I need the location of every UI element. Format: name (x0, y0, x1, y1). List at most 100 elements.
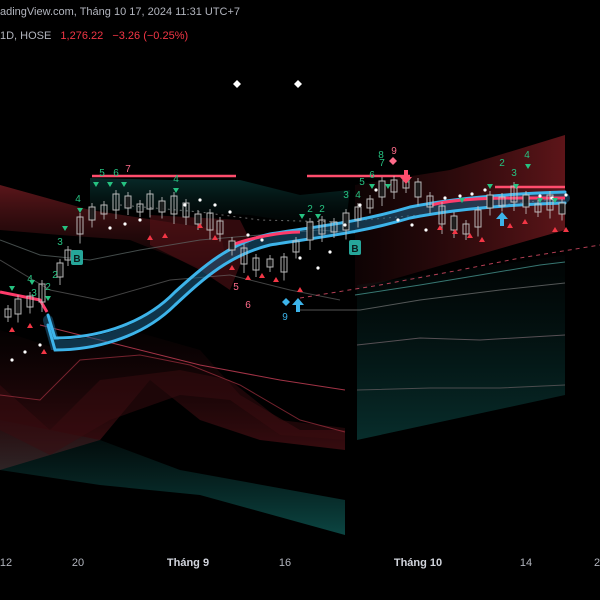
candle-body (136, 203, 144, 213)
trend-dot (424, 228, 428, 232)
trend-dot (470, 192, 474, 196)
price-change: −3.26 (−0.25%) (112, 30, 189, 42)
down-arrow-icon (400, 170, 412, 184)
count-label: 2 (319, 204, 325, 215)
diamond-icon (282, 298, 290, 306)
candle-body (292, 240, 300, 253)
chart-header: adingView.com, Tháng 10 17, 2024 11:31 U… (0, 6, 241, 18)
count-label: 4 (524, 150, 530, 161)
candle-body (546, 194, 554, 211)
upper-teal-cloud (90, 178, 350, 230)
trend-dot (213, 203, 217, 207)
down-triangle-icon (107, 182, 113, 187)
candle-body (56, 262, 64, 278)
diamond-icon (294, 80, 302, 88)
trend-dot (374, 188, 378, 192)
up-triangle-icon (273, 277, 279, 282)
candle-body (100, 204, 108, 215)
lower-band-line-1 (0, 354, 346, 433)
lower-band-line-2 (356, 334, 566, 346)
candle-body (170, 195, 178, 215)
down-triangle-icon (459, 198, 465, 203)
candle-body (330, 221, 338, 233)
down-triangle-icon (369, 184, 375, 189)
signal-line-pink (0, 196, 565, 313)
count-label: 5 (359, 177, 365, 188)
candle-body (182, 202, 190, 218)
down-triangle-icon (552, 198, 558, 203)
x-tick-label: 12 (0, 557, 12, 569)
candle-body (306, 221, 314, 241)
lower-red-cloud-left (0, 330, 345, 470)
up-triangle-icon (297, 287, 303, 292)
thin-line-3 (354, 261, 566, 296)
up-triangle-icon (437, 225, 443, 230)
auxiliary-lines (0, 197, 600, 433)
trend-dot (328, 250, 332, 254)
lower-band-line-3 (356, 384, 566, 391)
trend-dot (198, 198, 202, 202)
count-label: 7 (125, 164, 131, 175)
down-triangle-icon (299, 214, 305, 219)
down-triangle-icon (62, 226, 68, 231)
time-axis[interactable]: 12 20 Tháng 9 16 Tháng 10 14 2 (0, 557, 600, 569)
down-triangle-icon (121, 182, 127, 187)
thin-line-4 (300, 282, 566, 311)
up-arrow-icon (292, 298, 304, 312)
buy-marker-2[interactable]: B (349, 240, 361, 255)
candle-body (486, 194, 494, 209)
count-label: 3 (31, 288, 37, 299)
x-tick-label: 20 (72, 557, 84, 569)
down-triangle-icon (29, 280, 35, 285)
up-triangle-icon (27, 323, 33, 328)
symbol-meta: 1D, HOSE (0, 30, 52, 42)
candle-body (354, 206, 362, 221)
lower-teal-cloud-right (357, 255, 565, 440)
trend-dot (38, 343, 42, 347)
count-label: 4 (75, 194, 81, 205)
up-triangle-icon (147, 235, 153, 240)
last-price: 1,276.22 (60, 30, 104, 42)
up-triangle-icon (479, 237, 485, 242)
candle-body (252, 257, 260, 271)
candle-body (146, 193, 154, 210)
trend-dot (228, 210, 232, 214)
count-label: 4 (27, 274, 33, 285)
upper-red-cloud-right (355, 135, 565, 290)
trend-dot (10, 358, 14, 362)
down-triangle-icon (77, 208, 83, 213)
count-label: 3 (57, 237, 63, 248)
x-tick-label: 14 (520, 557, 532, 569)
count-label: 2 (307, 204, 313, 215)
ma-band-slow (46, 201, 567, 352)
candle-body (366, 198, 374, 209)
candle-body (216, 220, 224, 235)
buy-markers[interactable]: B B (71, 240, 361, 265)
up-triangle-icon (452, 229, 458, 234)
trend-dot (538, 194, 542, 198)
count-label: 2 (45, 282, 51, 293)
up-triangle-icon (507, 223, 513, 228)
up-arrows (233, 80, 508, 312)
signal-markers (9, 164, 569, 354)
trend-dot (564, 193, 568, 197)
count-label: 5 (233, 282, 239, 293)
up-triangle-icon (162, 233, 168, 238)
trend-dot (396, 218, 400, 222)
buy-marker-1[interactable]: B (71, 250, 83, 265)
up-arrow-icon (496, 212, 508, 226)
count-label: 7 (379, 158, 385, 169)
count-label: 9 (282, 312, 288, 323)
count-label: 6 (369, 170, 375, 181)
trend-dot (123, 222, 127, 226)
count-label: 6 (113, 168, 119, 179)
lower-teal-cloud-left (0, 420, 345, 535)
candle-body (124, 195, 132, 209)
trend-dot (343, 223, 347, 227)
trend-dot (316, 266, 320, 270)
candle-body (510, 185, 518, 203)
candle-body (194, 213, 202, 225)
dashed-pink-line (299, 244, 600, 299)
symbol-bar: 1D, HOSE 1,276.22 −3.26 (−0.25%) (0, 30, 188, 42)
